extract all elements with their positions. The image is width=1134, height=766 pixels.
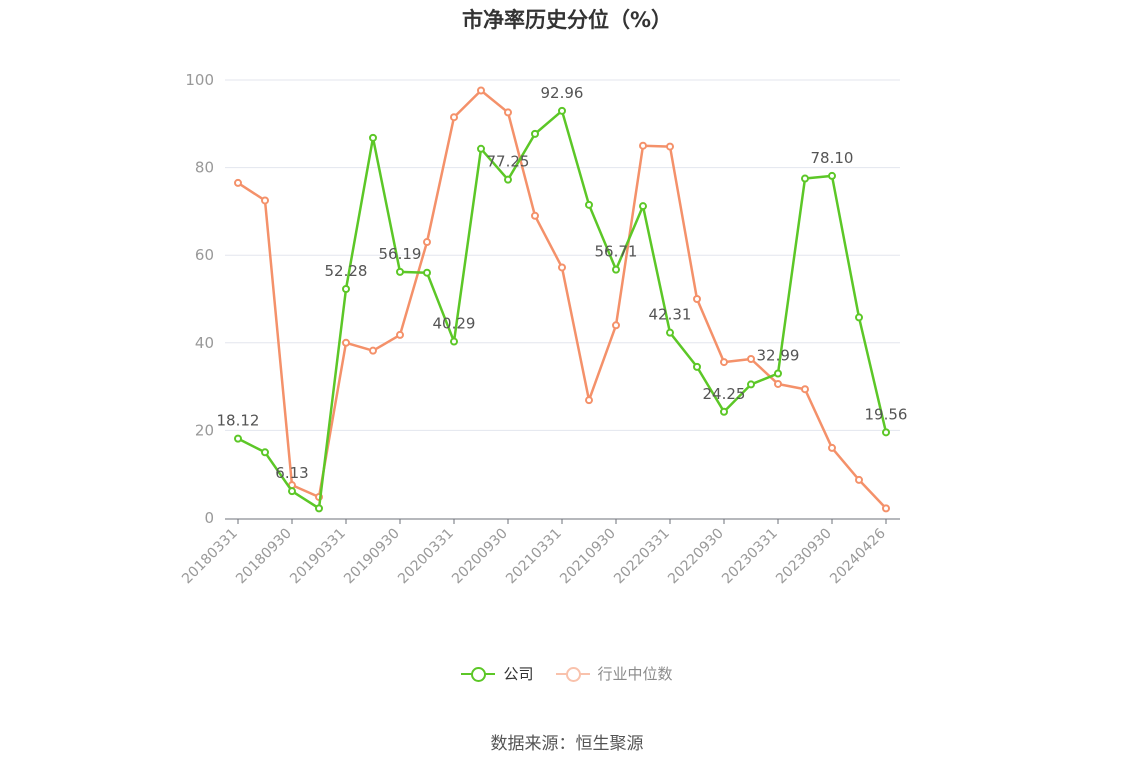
data-labels: 18.12 6.13 52.28 56.19 40.29 77.25 92.96 56.71 4… bbox=[217, 84, 908, 482]
data-point bbox=[585, 396, 593, 405]
series-layer bbox=[234, 86, 890, 513]
line-chart: 0 20 40 60 80 100 201803312018093020190331201… bbox=[179, 71, 908, 588]
data-point bbox=[801, 385, 809, 394]
data-label: 18.12 bbox=[217, 412, 260, 430]
data-point bbox=[423, 238, 431, 247]
x-tick-label: 20200331 bbox=[395, 526, 457, 588]
data-label: 56.19 bbox=[379, 245, 422, 263]
data-point bbox=[855, 313, 863, 322]
series-line bbox=[237, 109, 888, 510]
data-point bbox=[342, 285, 350, 294]
data-point bbox=[828, 171, 836, 180]
x-axis: 2018033120180930201903312019093020200331… bbox=[179, 518, 900, 588]
data-point bbox=[369, 133, 377, 142]
y-tick-label: 40 bbox=[195, 334, 214, 352]
data-point bbox=[882, 504, 890, 513]
data-point bbox=[234, 178, 242, 187]
data-point bbox=[639, 141, 647, 150]
data-point bbox=[774, 379, 782, 388]
y-tick-label: 0 bbox=[204, 509, 214, 527]
data-point bbox=[801, 174, 809, 183]
x-tick-label: 20240426 bbox=[827, 525, 889, 587]
data-point bbox=[585, 200, 593, 209]
data-point bbox=[531, 129, 539, 138]
data-point bbox=[396, 267, 404, 276]
data-point bbox=[612, 321, 620, 330]
data-point bbox=[396, 330, 404, 339]
data-point bbox=[261, 448, 269, 457]
data-point bbox=[342, 338, 350, 347]
data-label: 56.71 bbox=[595, 243, 638, 261]
x-tick-label: 20210930 bbox=[557, 526, 619, 588]
data-label: 32.99 bbox=[757, 347, 800, 365]
data-point bbox=[747, 380, 755, 389]
data-point bbox=[774, 369, 782, 378]
legend-company-swatch bbox=[461, 666, 496, 682]
data-point bbox=[612, 265, 620, 274]
x-tick-label: 20200930 bbox=[449, 526, 511, 588]
data-label: 52.28 bbox=[325, 262, 368, 280]
data-point bbox=[234, 434, 242, 443]
data-point bbox=[261, 196, 269, 205]
data-point bbox=[531, 211, 539, 220]
data-point bbox=[423, 268, 431, 277]
x-tick-label: 20210331 bbox=[503, 526, 565, 588]
y-tick-label: 100 bbox=[185, 71, 214, 89]
y-tick-label: 20 bbox=[195, 421, 214, 439]
x-tick-label: 20220331 bbox=[611, 526, 673, 588]
data-point bbox=[450, 113, 458, 122]
data-point bbox=[315, 504, 323, 513]
data-point bbox=[558, 106, 566, 115]
data-label: 19.56 bbox=[865, 405, 908, 423]
data-point bbox=[369, 346, 377, 355]
data-point bbox=[882, 428, 890, 437]
data-point bbox=[693, 295, 701, 303]
data-point bbox=[450, 337, 458, 346]
legend-item-company[interactable]: 公司 bbox=[461, 663, 534, 684]
data-point bbox=[828, 443, 836, 452]
x-tick-label: 20230930 bbox=[773, 526, 835, 588]
chart-title: 市净率历史分位（%） bbox=[461, 8, 673, 32]
y-axis: 0 20 40 60 80 100 bbox=[185, 71, 214, 527]
data-label: 42.31 bbox=[649, 306, 692, 324]
data-point bbox=[288, 487, 296, 496]
data-source: 数据来源：恒生聚源 bbox=[490, 734, 644, 754]
data-label: 77.25 bbox=[487, 153, 530, 171]
data-point bbox=[558, 263, 566, 272]
x-tick-label: 20220930 bbox=[665, 526, 727, 588]
data-point bbox=[720, 407, 728, 416]
legend-company-label: 公司 bbox=[503, 665, 534, 683]
data-point bbox=[504, 108, 512, 117]
data-point bbox=[855, 475, 863, 484]
data-label: 24.25 bbox=[703, 385, 746, 403]
x-tick-label: 20180930 bbox=[233, 526, 295, 588]
data-label: 6.13 bbox=[275, 464, 308, 482]
data-point bbox=[504, 175, 512, 184]
data-label: 78.10 bbox=[811, 149, 854, 167]
data-point bbox=[720, 358, 728, 367]
data-point bbox=[639, 202, 647, 211]
y-tick-label: 80 bbox=[195, 159, 214, 177]
x-tick-label: 20230331 bbox=[719, 526, 781, 588]
legend-industry-label: 行业中位数 bbox=[597, 665, 673, 683]
data-point bbox=[693, 362, 701, 371]
x-tick-label: 20190930 bbox=[341, 526, 403, 588]
legend-item-industry-median[interactable]: 行业中位数 bbox=[555, 663, 673, 684]
data-point bbox=[666, 328, 674, 337]
data-point bbox=[747, 355, 755, 364]
x-tick-label: 20180331 bbox=[179, 526, 241, 588]
data-point bbox=[477, 86, 485, 95]
data-point bbox=[666, 142, 674, 151]
x-tick-label: 20190331 bbox=[287, 526, 349, 588]
legend: 公司 行业中位数 bbox=[0, 663, 1134, 684]
data-label: 40.29 bbox=[433, 315, 476, 333]
legend-industry-swatch bbox=[555, 666, 590, 682]
y-tick-label: 60 bbox=[195, 246, 214, 264]
grid-lines bbox=[225, 79, 900, 431]
data-point bbox=[477, 144, 485, 153]
data-label: 92.96 bbox=[541, 84, 584, 102]
